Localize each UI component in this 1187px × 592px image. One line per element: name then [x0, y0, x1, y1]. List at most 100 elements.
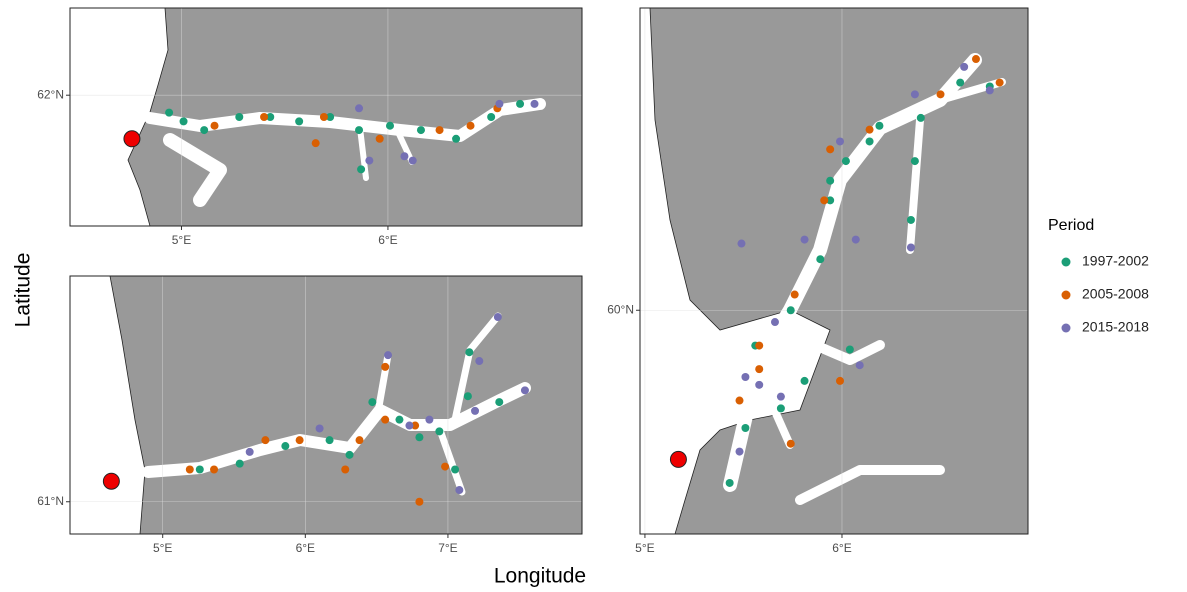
sample-point: [906, 243, 915, 252]
sample-point: [195, 465, 204, 474]
sample-point: [411, 421, 420, 430]
sample-point: [210, 465, 219, 474]
land: [70, 276, 582, 534]
fjord: [766, 396, 794, 449]
x-tick-label: 5°E: [153, 541, 172, 555]
legend-label: 2015-2018: [1082, 319, 1149, 335]
sample-point: [295, 436, 304, 445]
sample-point: [816, 255, 825, 264]
legend-swatch: [1061, 257, 1071, 267]
site-marker: [123, 130, 141, 148]
sample-point: [475, 357, 484, 366]
sample-point: [395, 415, 404, 424]
fjord: [906, 116, 924, 254]
sample-point: [415, 433, 424, 442]
sample-point: [826, 176, 835, 185]
sample-point: [319, 113, 328, 121]
sample-point: [355, 104, 364, 113]
sample-point: [266, 113, 275, 121]
sample-point: [368, 398, 377, 407]
sample-point: [381, 415, 390, 424]
sea: [639, 7, 831, 535]
sample-point: [906, 215, 915, 224]
panel-border: [69, 7, 583, 227]
sample-point: [826, 196, 835, 205]
sample-point: [315, 424, 324, 433]
sample-point: [755, 380, 764, 389]
x-tick-label: 6°E: [378, 233, 397, 247]
sample-point: [936, 90, 945, 99]
sample-point: [786, 439, 795, 448]
sample-point: [261, 436, 270, 445]
sample-point: [841, 157, 850, 166]
legend-swatch: [1061, 323, 1071, 333]
y-tick-label: 61°N: [37, 494, 64, 508]
sample-point: [995, 78, 1004, 87]
sample-point: [800, 376, 809, 385]
y-tick-label: 62°N: [37, 87, 64, 101]
fjord: [775, 325, 885, 365]
x-axis-title: Longitude: [494, 565, 586, 588]
sample-point: [311, 139, 320, 148]
sample-point: [341, 465, 350, 474]
sample-point: [345, 450, 354, 459]
fjord: [436, 426, 466, 496]
sample-point: [826, 145, 835, 154]
sample-point: [776, 392, 785, 401]
sample-point: [381, 362, 390, 371]
sample-point: [200, 126, 209, 135]
y-axis-title: Latitude: [12, 253, 35, 328]
legend-swatch: [1061, 290, 1071, 300]
panel-border: [69, 275, 583, 535]
x-tick-label: 5°E: [635, 541, 654, 555]
sample-point: [836, 137, 845, 146]
sample-point: [910, 90, 919, 99]
x-tick-label: 6°E: [832, 541, 851, 555]
sample-point: [357, 165, 366, 174]
sample-point: [520, 386, 529, 395]
panel-border: [639, 7, 1029, 535]
sample-point: [786, 306, 795, 315]
x-tick-label: 6°E: [296, 541, 315, 555]
sample-point: [185, 465, 194, 474]
legend-label: 2005-2008: [1082, 286, 1149, 302]
y-tick-label: 60°N: [607, 302, 634, 316]
sample-point: [755, 365, 764, 374]
sample-point: [452, 134, 461, 143]
fjord: [395, 129, 415, 165]
sample-point: [466, 121, 475, 130]
sample-point: [516, 99, 525, 108]
sample-point: [463, 392, 472, 401]
sample-point: [776, 404, 785, 413]
sample-point: [725, 478, 734, 487]
sample-point: [865, 137, 874, 146]
sample-point: [865, 125, 874, 134]
sample-point: [495, 398, 504, 407]
sample-point: [281, 442, 290, 451]
sample-point: [471, 406, 480, 415]
sample-point: [493, 313, 502, 322]
sample-point: [960, 62, 969, 71]
legend-label: 1997-2002: [1082, 253, 1149, 269]
sample-point: [435, 126, 444, 135]
map-c: [639, 7, 1028, 535]
site-marker: [102, 472, 120, 490]
sample-point: [735, 396, 744, 405]
sample-point: [416, 126, 425, 135]
sample-point: [737, 239, 746, 248]
site-marker: [669, 450, 687, 468]
sample-point: [916, 113, 925, 122]
sample-point: [179, 117, 188, 126]
sample-point: [770, 318, 779, 327]
sample-point: [800, 235, 809, 244]
sample-point: [735, 447, 744, 456]
sample-point: [465, 348, 474, 357]
sample-point: [530, 99, 539, 108]
sample-point: [790, 290, 799, 299]
sample-point: [755, 341, 764, 350]
sample-point: [820, 196, 829, 205]
sample-point: [235, 459, 244, 468]
sample-point: [384, 351, 393, 360]
sample-point: [971, 55, 980, 64]
